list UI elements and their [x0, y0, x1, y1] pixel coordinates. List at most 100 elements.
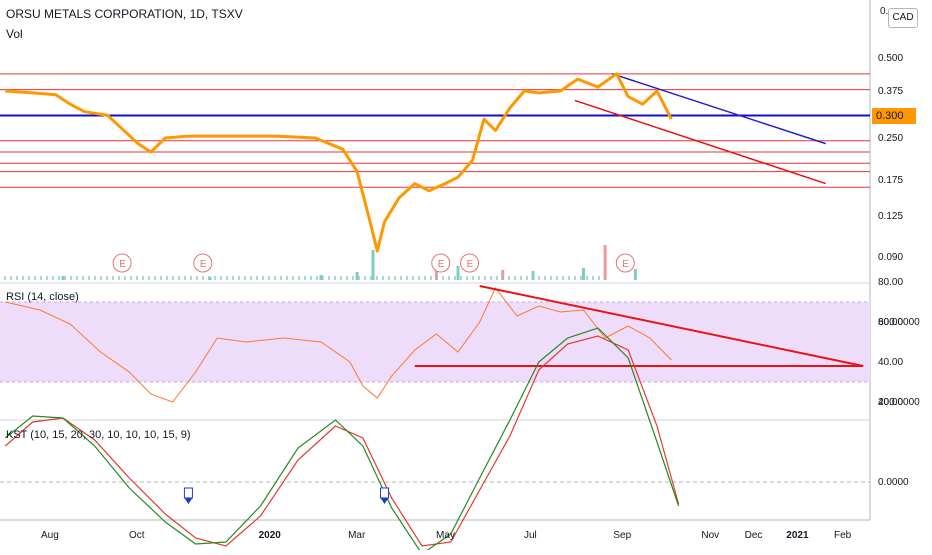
volume-bar-small [64, 276, 66, 280]
earnings-marker-label: E [622, 259, 629, 270]
volume-bar-small [94, 276, 96, 280]
volume-bar-small [406, 276, 408, 280]
kst-marker-icon[interactable] [183, 487, 193, 499]
currency-button[interactable]: CAD [888, 8, 918, 28]
volume-bar-small [544, 276, 546, 280]
volume-bar-small [574, 276, 576, 280]
time-axis-tick: 2020 [259, 530, 282, 541]
kst-signal-line[interactable] [4, 335, 680, 547]
rsi-axis-tick: 80.00 [878, 277, 903, 288]
volume-bar-small [478, 276, 480, 280]
volume-bar-small [148, 276, 150, 280]
volume-bar-small [304, 276, 306, 280]
volume-bar-small [58, 276, 60, 280]
volume-bar-small [310, 276, 312, 280]
volume-bar-small [388, 276, 390, 280]
earnings-marker[interactable] [431, 253, 451, 273]
volume-bar-small [136, 276, 138, 280]
rsi-band [0, 302, 870, 382]
kst-axis-tick: 800.0000 [878, 317, 920, 328]
rsi-trendline[interactable] [479, 285, 864, 367]
volume-bar-small [328, 276, 330, 280]
volume-bar-small [208, 276, 210, 280]
kst-marker-pointer [380, 498, 389, 504]
volume-bar-small [226, 276, 228, 280]
volume-bar-small [154, 276, 156, 280]
earnings-marker[interactable] [460, 253, 480, 273]
volume-bar-small [364, 276, 366, 280]
time-axis-tick: Mar [348, 530, 366, 541]
volume-bar-small [520, 276, 522, 280]
volume-bar-small [292, 276, 294, 280]
volume-bar-small [538, 276, 540, 280]
price-axis-tick: 0.500 [878, 53, 903, 64]
volume-bar-small [532, 276, 534, 280]
volume-bar-small [22, 276, 24, 280]
kst-marker-icon[interactable] [380, 487, 390, 499]
volume-bar-small [382, 276, 384, 280]
volume-bar-small [466, 276, 468, 280]
volume-bar-small [202, 276, 204, 280]
volume-bar-small [484, 276, 486, 280]
volume-bar-small [178, 276, 180, 280]
earnings-marker[interactable] [615, 253, 635, 273]
volume-bar [633, 269, 637, 280]
rsi-label[interactable]: RSI (14, close) [6, 291, 79, 303]
volume-bar-small [160, 276, 162, 280]
volume-bar-small [214, 276, 216, 280]
earnings-marker[interactable] [193, 253, 213, 273]
volume-bar-small [280, 276, 282, 280]
volume-bar-small [70, 276, 72, 280]
earnings-marker[interactable] [112, 253, 132, 273]
time-axis-tick: Dec [745, 530, 763, 541]
volume-bar [581, 268, 585, 280]
volume-bar-small [508, 276, 510, 280]
rsi-line[interactable] [5, 287, 672, 403]
volume-bar-small [46, 276, 48, 280]
kst-axis-tick: 0.0000 [878, 477, 909, 488]
volume-bar-small [190, 276, 192, 280]
volume-bar-small [274, 276, 276, 280]
price-axis-tick: 0.175 [878, 175, 903, 186]
lower-trendline[interactable] [574, 99, 826, 185]
volume-bar-small [268, 276, 270, 280]
volume-bar-small [172, 276, 174, 280]
volume-bar [501, 270, 505, 280]
time-axis-tick: May [436, 530, 455, 541]
volume-bar-small [586, 276, 588, 280]
earnings-marker-label: E [467, 259, 474, 270]
volume-bar [371, 250, 375, 280]
volume-bar-small [496, 276, 498, 280]
volume-bar-small [562, 276, 564, 280]
volume-bar-small [352, 276, 354, 280]
volume-bar-small [16, 276, 18, 280]
volume-bar [208, 277, 212, 280]
kst-line[interactable] [4, 327, 680, 555]
kst-label[interactable]: KST (10, 15, 20, 30, 10, 10, 10, 15, 9) [6, 429, 191, 441]
volume-bar-small [436, 276, 438, 280]
volume-bar-small [472, 276, 474, 280]
volume-bar-small [250, 276, 252, 280]
price-axis-tick: 0.090 [878, 252, 903, 263]
volume-bar-small [424, 276, 426, 280]
volume-bar-small [502, 276, 504, 280]
volume-bar-small [460, 276, 462, 280]
volume-bar-small [556, 276, 558, 280]
upper-trendline[interactable] [612, 73, 826, 145]
volume-bar-small [88, 276, 90, 280]
volume-bar-small [580, 276, 582, 280]
price-line[interactable] [5, 72, 673, 253]
volume-bar-small [100, 276, 102, 280]
volume-bar-small [430, 276, 432, 280]
time-axis-tick: Aug [41, 530, 59, 541]
volume-bar-small [592, 276, 594, 280]
time-axis-tick: 2021 [786, 530, 809, 541]
volume-bar-small [598, 276, 600, 280]
volume-bar-small [244, 276, 246, 280]
time-axis-tick: Oct [129, 530, 145, 541]
symbol-title[interactable]: ORSU METALS CORPORATION, 1D, TSXV [6, 7, 243, 21]
volume-bar-small [130, 276, 132, 280]
volume-bar [603, 245, 607, 280]
